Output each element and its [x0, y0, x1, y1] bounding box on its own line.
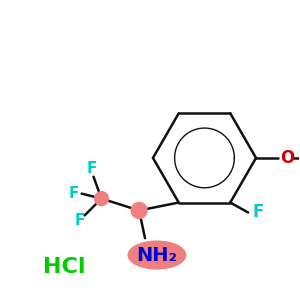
- Text: F: F: [252, 203, 263, 221]
- Text: F: F: [68, 186, 79, 201]
- Text: F: F: [74, 213, 85, 228]
- Circle shape: [131, 202, 147, 218]
- Text: NH₂: NH₂: [136, 246, 177, 265]
- Ellipse shape: [128, 241, 186, 269]
- Text: HCl: HCl: [43, 257, 86, 277]
- Circle shape: [94, 192, 108, 206]
- Text: O: O: [280, 149, 294, 167]
- Text: F: F: [86, 161, 97, 176]
